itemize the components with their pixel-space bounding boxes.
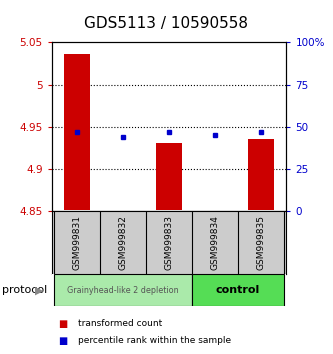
Text: GDS5113 / 10590558: GDS5113 / 10590558	[85, 16, 248, 31]
Bar	[64, 54, 90, 210]
Bar	[192, 274, 284, 306]
Text: Grainyhead-like 2 depletion: Grainyhead-like 2 depletion	[67, 286, 179, 295]
Bar	[156, 143, 182, 210]
Bar	[54, 274, 192, 306]
Text: ▶: ▶	[35, 285, 44, 295]
Text: GSM999832: GSM999832	[119, 215, 128, 270]
Text: protocol: protocol	[2, 285, 47, 295]
Text: GSM999835: GSM999835	[256, 215, 265, 270]
Text: ■: ■	[58, 336, 68, 346]
Text: transformed count: transformed count	[78, 319, 163, 329]
Text: GSM999831: GSM999831	[73, 215, 82, 270]
Bar	[248, 139, 274, 210]
Text: ■: ■	[58, 319, 68, 329]
Text: control: control	[216, 285, 260, 295]
Text: GSM999834: GSM999834	[210, 215, 219, 270]
Text: GSM999833: GSM999833	[165, 215, 173, 270]
Text: percentile rank within the sample: percentile rank within the sample	[78, 336, 231, 345]
